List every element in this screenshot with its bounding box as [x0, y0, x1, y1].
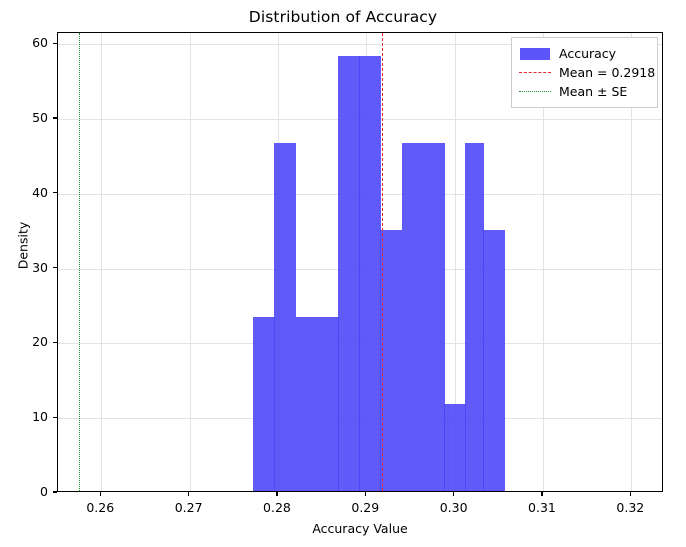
plot-area	[57, 32, 663, 492]
histogram-bar	[401, 143, 424, 491]
y-tick-label: 20	[32, 334, 48, 350]
legend-swatch-icon	[519, 66, 551, 80]
chart-title: Distribution of Accuracy	[248, 8, 438, 26]
y-tick-mark	[53, 117, 57, 119]
x-tick-label: 0.26	[86, 500, 115, 515]
y-tick-mark	[53, 267, 57, 269]
legend-swatch-icon	[519, 47, 551, 61]
legend-item: Mean = 0.2918	[519, 63, 655, 82]
x-tick-mark	[364, 492, 366, 496]
x-tick-mark	[276, 492, 278, 496]
histogram-bar	[274, 143, 297, 491]
y-tick-label: 40	[32, 184, 48, 200]
y-tick-mark	[53, 491, 57, 493]
histogram-bar	[444, 404, 466, 491]
x-tick-mark	[629, 492, 631, 496]
x-tick-label: 0.30	[439, 500, 468, 515]
y-tick-label: 10	[32, 409, 48, 425]
y-tick-label: 30	[32, 259, 48, 275]
histogram-bar	[316, 317, 339, 491]
x-tick-mark	[99, 492, 101, 496]
gridline-vertical	[454, 33, 456, 491]
histogram-bar	[295, 317, 318, 491]
histogram-bar	[338, 56, 360, 491]
gridline-vertical	[631, 33, 633, 491]
y-tick-label: 0	[40, 484, 48, 499]
gridline-horizontal	[58, 44, 662, 46]
legend-label: Mean = 0.2918	[559, 65, 656, 80]
y-axis-label: Density	[15, 221, 31, 270]
legend-item: Mean ± SE	[519, 82, 650, 101]
mean-line	[382, 33, 384, 491]
histogram-bar	[253, 317, 276, 491]
legend-item: Accuracy	[519, 44, 650, 63]
gridline-vertical	[101, 33, 103, 491]
gridline-vertical	[189, 33, 191, 491]
x-tick-label: 0.31	[528, 500, 556, 515]
histogram-bar	[380, 229, 403, 491]
legend-swatch-icon	[519, 85, 551, 99]
x-tick-mark	[453, 492, 455, 496]
y-tick-label: 50	[32, 110, 48, 126]
legend-label: Accuracy	[559, 46, 617, 61]
y-tick-label: 60	[32, 35, 48, 51]
legend-label: Mean ± SE	[559, 84, 628, 99]
y-tick-mark	[53, 42, 57, 44]
y-tick-mark	[53, 416, 57, 418]
x-tick-label: 0.29	[351, 500, 380, 515]
x-tick-mark	[541, 492, 543, 496]
histogram-bar	[422, 143, 445, 491]
x-tick-mark	[188, 492, 190, 496]
histogram-bar	[465, 143, 484, 491]
gridline-vertical	[542, 33, 544, 491]
chart-legend: Accuracy Mean = 0.2918 Mean ± SE	[511, 37, 658, 108]
x-tick-label: 0.27	[174, 500, 203, 515]
x-axis-label: Accuracy Value	[312, 521, 408, 536]
x-tick-label: 0.32	[616, 500, 645, 515]
se-lower-line	[79, 33, 81, 491]
x-tick-label: 0.28	[263, 500, 291, 515]
y-tick-mark	[53, 192, 57, 194]
histogram-bar	[482, 229, 505, 491]
histogram-bar	[359, 56, 382, 491]
y-tick-mark	[53, 341, 57, 343]
